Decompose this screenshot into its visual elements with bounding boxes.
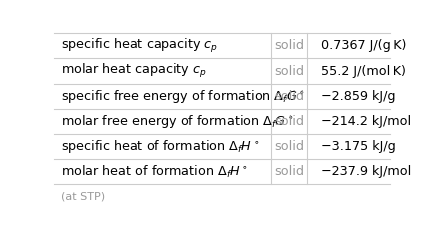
Text: specific free energy of formation $\Delta_f G^\circ$: specific free energy of formation $\Delt… xyxy=(61,88,305,105)
Text: (at STP): (at STP) xyxy=(61,191,105,201)
Text: molar heat capacity $c_p$: molar heat capacity $c_p$ xyxy=(61,62,207,80)
Text: molar heat of formation $\Delta_f H^\circ$: molar heat of formation $\Delta_f H^\cir… xyxy=(61,163,248,180)
Text: specific heat of formation $\Delta_f H^\circ$: specific heat of formation $\Delta_f H^\… xyxy=(61,138,259,155)
Text: molar free energy of formation $\Delta_f G^\circ$: molar free energy of formation $\Delta_f… xyxy=(61,113,294,130)
Text: −214.2 kJ/mol: −214.2 kJ/mol xyxy=(321,115,411,128)
Text: solid: solid xyxy=(274,65,304,78)
Text: solid: solid xyxy=(274,140,304,153)
Text: solid: solid xyxy=(274,115,304,128)
Text: solid: solid xyxy=(274,165,304,178)
Text: 0.7367 J/(g K): 0.7367 J/(g K) xyxy=(321,39,406,52)
Text: 55.2 J/(mol K): 55.2 J/(mol K) xyxy=(321,65,406,78)
Text: solid: solid xyxy=(274,90,304,103)
Text: specific heat capacity $c_p$: specific heat capacity $c_p$ xyxy=(61,37,218,55)
Text: −2.859 kJ/g: −2.859 kJ/g xyxy=(321,90,395,103)
Text: −3.175 kJ/g: −3.175 kJ/g xyxy=(321,140,396,153)
Text: −237.9 kJ/mol: −237.9 kJ/mol xyxy=(321,165,411,178)
Text: solid: solid xyxy=(274,39,304,52)
